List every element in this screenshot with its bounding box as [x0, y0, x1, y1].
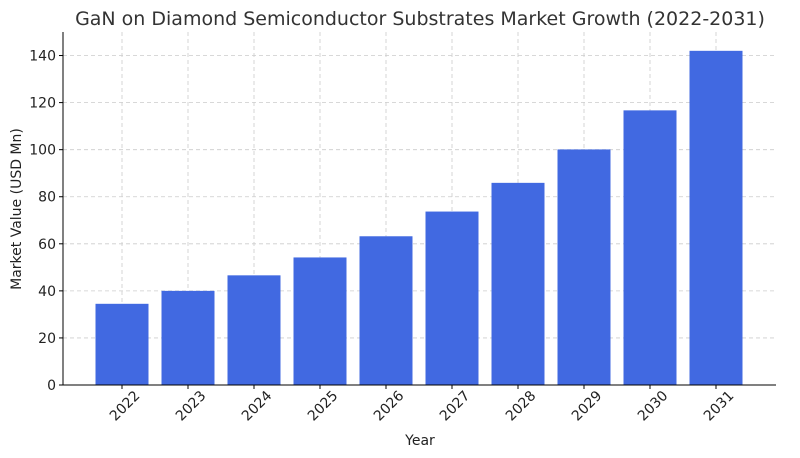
y-tick-label: 140 — [29, 49, 56, 65]
y-tick-label: 120 — [29, 96, 56, 112]
x-tick-label: 2027 — [437, 388, 474, 425]
x-tick-label: 2030 — [635, 388, 672, 425]
bar-2024 — [227, 275, 281, 385]
y-ticks: 0 20 40 60 80 100 120 140 — [29, 49, 63, 394]
y-tick-label: 0 — [47, 378, 56, 394]
x-tick-label: 2022 — [107, 388, 144, 425]
bar-2028 — [491, 182, 545, 385]
y-tick-label: 40 — [38, 284, 56, 300]
x-tick-label: 2028 — [503, 388, 540, 425]
bar-2023 — [161, 290, 215, 385]
x-tick-label: 2026 — [371, 388, 408, 425]
x-tick-label: 2029 — [569, 388, 606, 425]
bar-2027 — [425, 211, 479, 385]
y-tick-label: 20 — [38, 331, 56, 347]
y-tick-label: 100 — [29, 143, 56, 159]
bars — [95, 50, 743, 386]
chart-title: GaN on Diamond Semiconductor Substrates … — [75, 8, 765, 30]
y-tick-label: 60 — [38, 237, 56, 253]
bar-2031 — [689, 50, 743, 386]
x-tick-label: 2025 — [305, 388, 342, 425]
axes — [62, 32, 776, 386]
x-tick-label: 2024 — [239, 388, 276, 425]
x-tick-label: 2023 — [173, 388, 210, 425]
y-axis-label: Market Value (USD Mn) — [9, 128, 25, 290]
bar-2025 — [293, 257, 347, 385]
bar-2022 — [95, 303, 149, 385]
x-axis-label: Year — [404, 433, 435, 449]
x-tick-label: 2031 — [701, 388, 738, 425]
y-tick-label: 80 — [38, 190, 56, 206]
bar-2026 — [359, 236, 413, 385]
x-ticks: 2022 2023 2024 2025 2026 2027 2028 2029 2030 2031 — [107, 385, 738, 425]
bar-2029 — [557, 149, 611, 385]
bar-2030 — [623, 110, 677, 385]
